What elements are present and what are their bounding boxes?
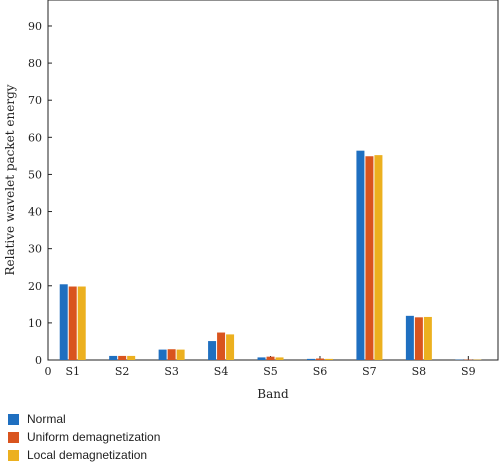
y-tick-label: 10 bbox=[28, 317, 42, 330]
bar-chart: Relative wavelet packet energy Band 0 0 1… bbox=[3, 0, 499, 400]
legend-label: Local demagnetization bbox=[27, 448, 148, 462]
legend-swatch bbox=[8, 449, 19, 461]
bar bbox=[405, 315, 414, 360]
x-tick-label: S7 bbox=[362, 365, 377, 378]
y-tick-label: 60 bbox=[28, 131, 42, 144]
y-tick-label: 40 bbox=[28, 206, 42, 219]
x-tick-label: S1 bbox=[65, 365, 80, 378]
y-tick-label: 30 bbox=[28, 243, 42, 256]
bar bbox=[118, 355, 127, 360]
bar bbox=[59, 284, 68, 360]
bar bbox=[226, 334, 235, 360]
x-tick-label: S9 bbox=[461, 365, 476, 378]
bar bbox=[266, 356, 275, 360]
bar bbox=[365, 156, 374, 360]
y-axis-title: Relative wavelet packet energy bbox=[3, 84, 17, 275]
bar bbox=[127, 355, 136, 360]
bar bbox=[158, 349, 167, 360]
y-tick-label: 50 bbox=[28, 168, 42, 181]
x-tick-label: S6 bbox=[313, 365, 328, 378]
legend-item: Local demagnetization bbox=[8, 446, 160, 464]
bar bbox=[356, 150, 365, 360]
legend: Normal Uniform demagnetization Local demag… bbox=[8, 410, 160, 464]
legend-swatch bbox=[8, 431, 19, 443]
bar bbox=[315, 358, 324, 360]
x-origin-label: 0 bbox=[45, 365, 52, 378]
bar bbox=[423, 316, 432, 360]
bar bbox=[306, 358, 315, 360]
bar bbox=[374, 155, 383, 360]
bar bbox=[324, 358, 333, 360]
plot-frame bbox=[47, 0, 499, 361]
bar bbox=[275, 357, 284, 360]
bar bbox=[208, 341, 217, 360]
bar bbox=[217, 332, 226, 360]
x-tick-label: S5 bbox=[263, 365, 278, 378]
y-tick-label: 70 bbox=[28, 94, 42, 107]
bar bbox=[257, 357, 266, 360]
bar bbox=[77, 286, 86, 360]
y-tick-label: 0 bbox=[35, 354, 42, 367]
x-tick-label: S8 bbox=[412, 365, 427, 378]
bar bbox=[176, 349, 185, 360]
y-tick-label: 80 bbox=[28, 57, 42, 70]
legend-label: Uniform demagnetization bbox=[27, 430, 161, 444]
x-axis-title: Band bbox=[257, 387, 289, 400]
bar bbox=[68, 286, 77, 360]
y-tick-label: 20 bbox=[28, 280, 42, 293]
legend-item: Uniform demagnetization bbox=[8, 428, 160, 446]
x-tick-label: S2 bbox=[115, 365, 130, 378]
x-tick-label: S3 bbox=[164, 365, 179, 378]
x-tick-label: S4 bbox=[214, 365, 229, 378]
bar bbox=[167, 349, 176, 360]
legend-label: Normal bbox=[27, 412, 66, 426]
y-tick-label: 90 bbox=[28, 20, 42, 33]
bar bbox=[109, 355, 118, 360]
legend-item: Normal bbox=[8, 410, 160, 428]
legend-swatch bbox=[8, 413, 19, 425]
bar bbox=[414, 317, 423, 360]
